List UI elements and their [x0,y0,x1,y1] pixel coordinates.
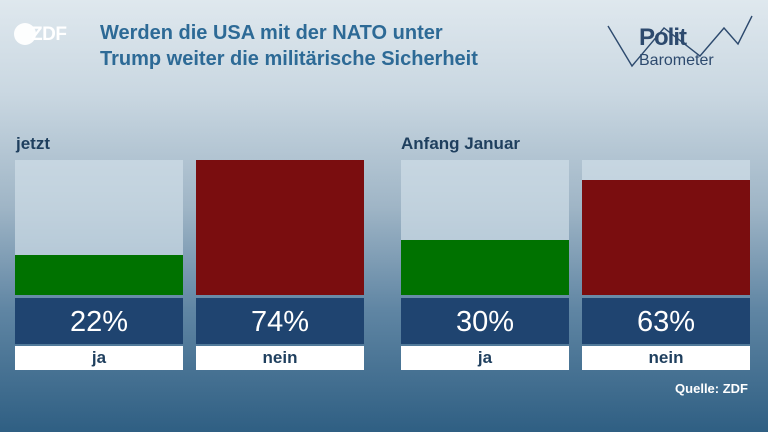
bar-group-jetzt-nein: 74% nein [196,160,364,370]
value-label-jetzt-ja: 22% [15,298,183,344]
zdf-logo-text: ZDF [31,24,67,45]
group-label-jetzt: jetzt [16,134,50,153]
bar-track [582,160,750,295]
category-label-jetzt-nein: nein [196,346,364,370]
chart-title: Werden die USA mit der NATO unter Trump … [100,20,580,72]
category-label-januar-ja: ja [401,346,569,370]
source-label: Quelle: ZDF [675,381,748,396]
bar-group-jetzt-ja: 22% ja [15,160,183,370]
value-label-januar-ja: 30% [401,298,569,344]
bar-group-januar-nein: 63% nein [582,160,750,370]
bar-track [196,160,364,295]
bar-januar-nein [582,180,750,295]
zdf-logo: ZDF [14,22,76,48]
group-label-anfang-januar: Anfang Januar [401,134,521,153]
politbarometer-logo: Polit Barometer [604,14,754,84]
chart-title-line-1: Werden die USA mit der NATO unter [100,22,443,44]
bar-track [15,160,183,295]
value-label-jetzt-nein: 74% [196,298,364,344]
category-label-januar-nein: nein [582,346,750,370]
bar-group-januar-ja: 30% ja [401,160,569,370]
bar-januar-ja [401,240,569,295]
zdf-logo-icon [14,23,36,45]
value-label-januar-nein: 63% [582,298,750,344]
chart-title-line-2: Trump weiter die militärische Sicherheit [100,48,478,70]
category-label-jetzt-ja: ja [15,346,183,370]
bar-track [401,160,569,295]
politbarometer-line-1: Polit [639,24,687,51]
bar-jetzt-nein [196,160,364,295]
politbarometer-zigzag-icon [607,15,753,68]
bar-jetzt-ja [15,254,183,295]
politbarometer-line-2: Barometer [639,52,714,69]
